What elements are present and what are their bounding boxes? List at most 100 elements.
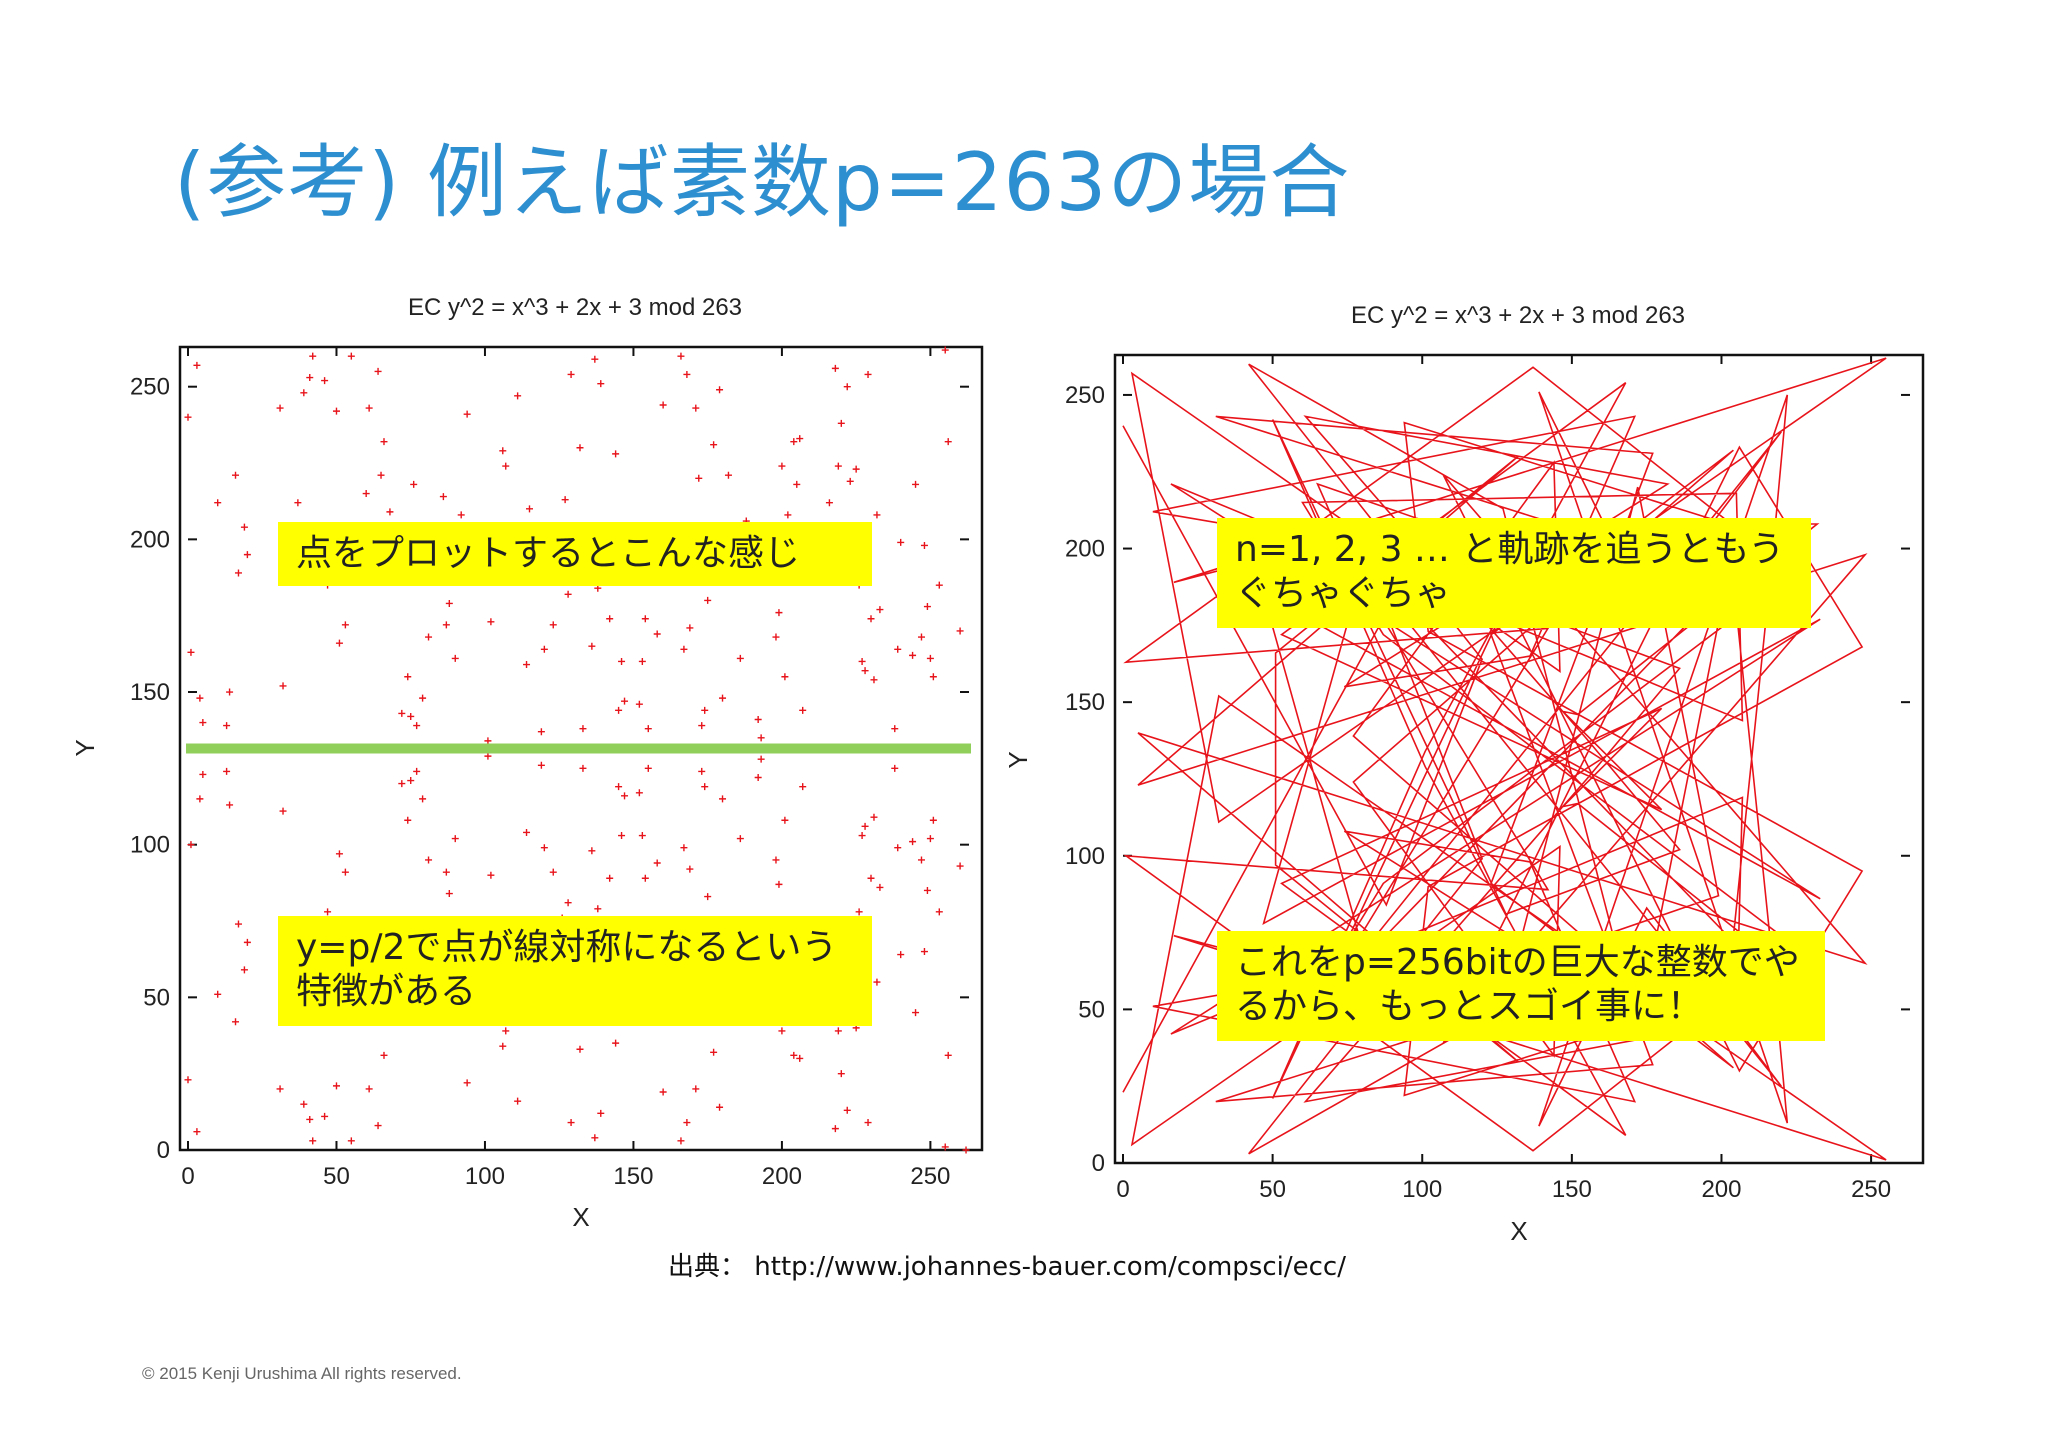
point-marker [941, 1143, 949, 1151]
point-marker [324, 908, 332, 916]
point-marker [615, 706, 623, 714]
point-marker [374, 367, 382, 375]
point-marker [825, 499, 833, 507]
point-marker [484, 737, 492, 745]
point-marker [561, 496, 569, 504]
x-axis-label: X [1510, 1216, 1527, 1246]
y-axis-label: Y [1003, 751, 1033, 768]
point-marker [638, 657, 646, 665]
point-marker [597, 1109, 605, 1117]
point-marker [606, 874, 614, 882]
point-marker [870, 676, 878, 684]
point-marker [540, 844, 548, 852]
point-marker [926, 654, 934, 662]
x-tick-label: 50 [323, 1163, 350, 1190]
point-marker [413, 767, 421, 775]
point-marker [861, 822, 869, 830]
point-marker [716, 1103, 724, 1111]
point-marker [852, 465, 860, 473]
point-marker [419, 795, 427, 803]
point-marker [564, 590, 572, 598]
x-tick-label: 250 [910, 1163, 950, 1190]
point-marker [579, 764, 587, 772]
callout-trajectory: n=1, 2, 3 … と軌跡を追うともうぐちゃぐちゃ [1217, 518, 1811, 628]
x-tick-label: 0 [1116, 1176, 1129, 1203]
point-marker [778, 462, 786, 470]
copyright-notice: © 2015 Kenji Urushima All rights reserve… [142, 1364, 462, 1383]
point-marker [386, 508, 394, 516]
point-marker [407, 777, 415, 785]
point-marker [772, 633, 780, 641]
point-marker [567, 1119, 575, 1127]
point-marker [413, 722, 421, 730]
point-marker [196, 795, 204, 803]
point-marker [365, 1085, 373, 1093]
point-marker [321, 377, 329, 385]
point-marker [683, 1119, 691, 1127]
point-marker [834, 1027, 842, 1035]
point-marker [923, 603, 931, 611]
point-marker [294, 499, 302, 507]
point-marker [419, 694, 427, 702]
point-marker [929, 673, 937, 681]
y-tick-label: 50 [143, 984, 170, 1011]
source-citation: 出典： http://www.johannes-bauer.com/compsc… [668, 1252, 1346, 1282]
point-marker [451, 654, 459, 662]
point-marker [523, 828, 531, 836]
symmetry-line [186, 743, 971, 754]
point-marker [502, 462, 510, 470]
y-tick-label: 250 [1065, 382, 1105, 409]
point-marker [701, 783, 709, 791]
point-marker [935, 908, 943, 916]
y-tick-label: 150 [1065, 689, 1105, 716]
point-marker [404, 816, 412, 824]
point-marker [279, 807, 287, 815]
point-marker [514, 1097, 522, 1105]
point-marker [891, 764, 899, 772]
point-marker [184, 1076, 192, 1084]
point-marker [463, 410, 471, 418]
x-tick-label: 150 [613, 1163, 653, 1190]
callout-large-prime: これをp=256bitの巨大な整数でやるから、もっとスゴイ事に！ [1217, 931, 1825, 1041]
point-marker [653, 630, 661, 638]
point-marker [398, 709, 406, 717]
point-marker [499, 1042, 507, 1050]
axis-ticks: 0 50 100 150 200 250 0 50 100 150 200 250 [1065, 355, 1910, 1203]
point-marker [335, 639, 343, 647]
point-marker [502, 1027, 510, 1035]
point-marker [736, 835, 744, 843]
point-marker [909, 838, 917, 846]
point-marker [621, 697, 629, 705]
point-marker [644, 764, 652, 772]
point-marker [332, 407, 340, 415]
point-marker [442, 621, 450, 629]
point-marker [870, 813, 878, 821]
point-marker [445, 599, 453, 607]
point-marker [796, 1054, 804, 1062]
point-marker [680, 844, 688, 852]
point-marker [778, 1027, 786, 1035]
point-marker [858, 657, 866, 665]
point-marker [855, 908, 863, 916]
point-marker [894, 844, 902, 852]
point-marker [897, 538, 905, 546]
point-marker [618, 832, 626, 840]
point-marker [784, 511, 792, 519]
point-marker [321, 1112, 329, 1120]
point-marker [425, 633, 433, 641]
point-marker [641, 874, 649, 882]
point-marker [920, 541, 928, 549]
point-marker [724, 471, 732, 479]
point-marker [484, 752, 492, 760]
point-marker [719, 694, 727, 702]
point-marker [641, 615, 649, 623]
point-marker [199, 719, 207, 727]
point-marker [772, 856, 780, 864]
point-marker [692, 404, 700, 412]
chart-title: EC y^2 = x^3 + 2x + 3 mod 263 [408, 294, 742, 321]
point-marker [757, 734, 765, 742]
point-marker [962, 1146, 970, 1154]
point-marker [873, 511, 881, 519]
point-marker [834, 462, 842, 470]
point-marker [234, 569, 242, 577]
